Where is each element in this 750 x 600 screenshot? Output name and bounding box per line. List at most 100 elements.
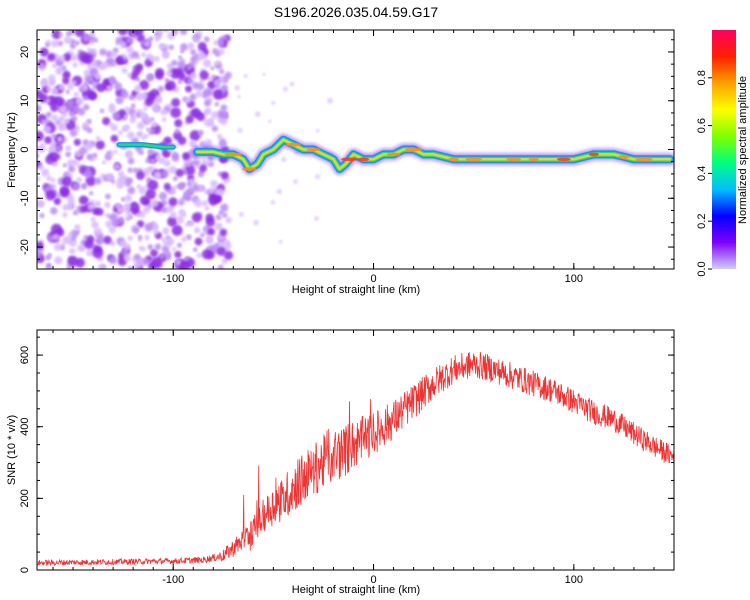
noise-blob (195, 90, 203, 98)
noise-blob (218, 41, 224, 48)
noise-blob (113, 80, 118, 85)
noise-blob (157, 85, 165, 93)
noise-blob (270, 199, 276, 205)
noise-blob (40, 142, 46, 148)
noise-blob (204, 107, 212, 115)
noise-blob (113, 149, 118, 154)
noise-blob (86, 153, 93, 161)
noise-blob (66, 99, 75, 108)
noise-blob (207, 227, 216, 236)
snr-line (37, 351, 674, 567)
noise-blob (154, 243, 162, 251)
noise-blob (213, 40, 219, 46)
noise-blob (172, 247, 177, 252)
noise-blob (74, 30, 85, 38)
noise-blob (59, 104, 68, 113)
noise-blob (243, 73, 248, 78)
noise-blob (154, 70, 164, 80)
noise-blob (129, 116, 137, 124)
noise-blob (62, 77, 70, 85)
noise-blob (160, 108, 168, 116)
noise-blob (78, 51, 89, 62)
noise-blob (57, 40, 64, 47)
noise-blob (214, 60, 219, 66)
noise-blob (41, 119, 47, 125)
noise-blob (171, 224, 183, 236)
noise-blob (84, 239, 94, 249)
noise-blob (92, 208, 100, 216)
ridge-peak (404, 147, 423, 152)
spectrogram-ytick-label: -10 (19, 190, 31, 206)
noise-blob (145, 157, 151, 164)
noise-blob (87, 203, 95, 211)
noise-blob (37, 201, 40, 207)
spectrogram-xtick-label: 0 (370, 273, 376, 285)
noise-blob (185, 234, 192, 241)
noise-blob (186, 64, 192, 71)
noise-blob (106, 151, 111, 156)
noise-blob (63, 36, 72, 44)
noise-blob (220, 203, 229, 212)
noise-blob (94, 177, 102, 185)
noise-blob (219, 110, 228, 119)
noise-blob (37, 104, 42, 113)
noise-blob (161, 170, 169, 178)
noise-blob (67, 83, 74, 90)
noise-blob (102, 117, 111, 126)
noise-blob (153, 229, 159, 235)
noise-blob (190, 49, 197, 56)
noise-blob (110, 123, 118, 132)
noise-blob (151, 121, 158, 128)
noise-blob (90, 217, 96, 222)
noise-blob (123, 114, 129, 119)
ridge-peak (306, 147, 321, 152)
noise-blob (48, 74, 56, 83)
noise-blob (200, 232, 205, 238)
noise-blob (51, 87, 59, 95)
noise-blob (93, 153, 98, 158)
noise-blob (52, 162, 58, 167)
ridge-peak (386, 152, 401, 157)
noise-blob (204, 205, 210, 211)
noise-blob (134, 253, 141, 260)
noise-blob (75, 97, 84, 106)
noise-blob (189, 221, 195, 227)
noise-blob (82, 121, 89, 129)
noise-blob (150, 249, 159, 258)
noise-blob (76, 176, 83, 183)
noise-blob (77, 107, 86, 116)
noise-blob (289, 81, 295, 87)
noise-blob (51, 133, 57, 140)
noise-blob (212, 89, 224, 100)
noise-blob (56, 193, 62, 198)
noise-blob (268, 119, 272, 124)
noise-blob (37, 153, 40, 158)
noise-blob (105, 193, 111, 200)
noise-blob (121, 67, 128, 74)
noise-blob (124, 106, 130, 112)
noise-blob (214, 195, 222, 203)
noise-blob (155, 173, 161, 179)
noise-blob (161, 117, 167, 122)
noise-blob (135, 92, 144, 101)
noise-blob (214, 222, 223, 231)
noise-blob (82, 95, 88, 101)
noise-blob (119, 240, 127, 248)
noise-blob (127, 72, 132, 78)
noise-blob (62, 163, 67, 168)
noise-blob (37, 250, 42, 259)
noise-blob (100, 61, 109, 70)
snr-ytick-label: 400 (19, 418, 31, 436)
noise-blob (237, 127, 243, 133)
noise-blob (218, 210, 223, 215)
noise-blob (48, 151, 60, 163)
noise-blob (58, 55, 65, 62)
noise-blob (167, 216, 178, 227)
noise-blob (176, 60, 186, 69)
noise-blob (52, 233, 60, 241)
ridge-peak (588, 152, 600, 157)
noise-blob (106, 84, 113, 92)
noise-blob (54, 119, 59, 124)
noise-blob (174, 250, 182, 259)
